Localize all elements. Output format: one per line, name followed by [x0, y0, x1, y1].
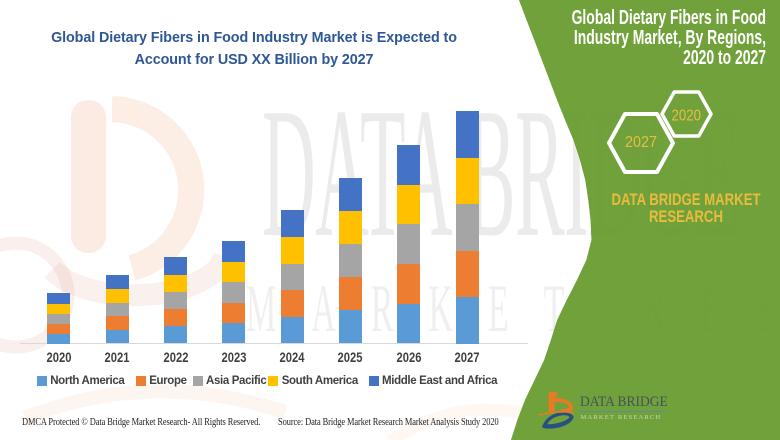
svg-text:2020: 2020 — [672, 108, 702, 125]
svg-text:2027: 2027 — [625, 134, 657, 151]
